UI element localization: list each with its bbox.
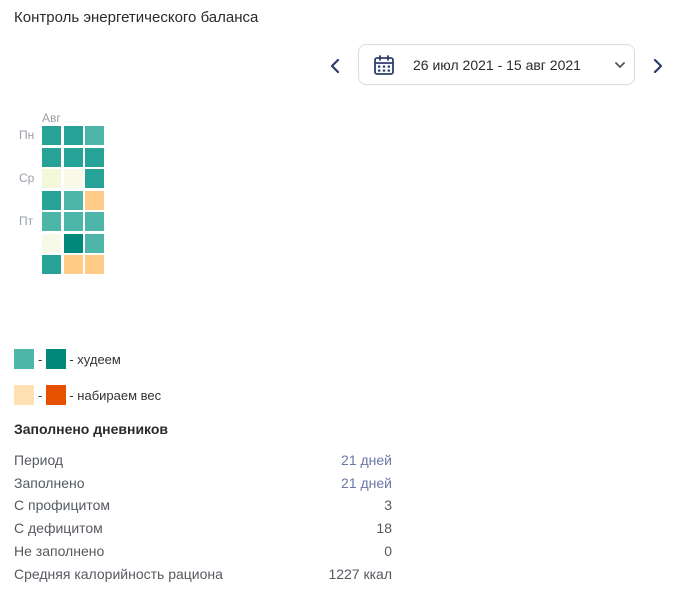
heatmap-cell[interactable] — [42, 212, 61, 231]
heatmap-cell[interactable] — [42, 233, 61, 253]
stats-row-value: 1227 ккал — [328, 565, 392, 582]
heatmap-cell[interactable] — [85, 255, 104, 274]
legend-lose-to-swatch — [46, 349, 67, 369]
stats-row-label: Период — [14, 452, 64, 468]
stats-title: Заполнено дневников — [14, 421, 169, 437]
legend-lose-label: - худеем — [69, 351, 121, 367]
stats-row: Заполнено 21 дней — [14, 475, 392, 495]
legend-gain-label: - набираем вес — [69, 387, 162, 403]
stats-row-label: Средняя калорийность рациона — [14, 565, 223, 582]
stats-row: Не заполнено 0 — [14, 543, 392, 563]
date-range-label: 26 июл 2021 - 15 авг 2021 — [413, 56, 581, 73]
heatmap-cell[interactable] — [85, 126, 104, 145]
legend-gain-from-swatch — [14, 385, 34, 405]
heatmap-cell[interactable] — [63, 147, 83, 167]
legend-separator: - — [38, 387, 43, 403]
stats-row-value: 0 — [384, 542, 392, 559]
calendar-icon — [374, 54, 394, 75]
heatmap-cell[interactable] — [63, 126, 83, 145]
legend-lose-from-swatch — [14, 349, 34, 369]
legend-separator: - — [38, 351, 43, 367]
heatmap-cell[interactable] — [42, 255, 61, 274]
legend-gain-to-swatch — [46, 385, 67, 405]
heatmap-cell[interactable] — [42, 169, 61, 188]
chevron-left-icon — [330, 59, 340, 73]
stats-row-value: 21 дней — [341, 452, 392, 468]
heatmap-cell[interactable] — [63, 255, 83, 274]
legend-gain: - - набираем вес — [14, 385, 161, 405]
stats-row-label: Заполнено — [14, 474, 85, 491]
prev-period-button[interactable] — [327, 56, 343, 76]
stats-row-label: С дефицитом — [14, 520, 103, 537]
stats-row-value: 21 дней — [341, 474, 392, 491]
heatmap-cell[interactable] — [63, 169, 83, 188]
stats-row: С дефицитом 18 — [14, 520, 392, 540]
page-title: Контроль энергетического баланса — [14, 9, 259, 26]
date-range-picker[interactable]: 26 июл 2021 - 15 авг 2021 — [358, 44, 635, 85]
heatmap-month-label: Авг — [42, 111, 61, 125]
heatmap-cell[interactable] — [85, 169, 104, 188]
heatmap-cell[interactable] — [85, 190, 104, 210]
stats-row: Средняя калорийность рациона 1227 ккал — [14, 566, 392, 586]
heatmap-cell[interactable] — [42, 147, 61, 167]
stats-row: С профицитом 3 — [14, 497, 392, 517]
stats-row: Период 21 дней — [14, 452, 392, 472]
heatmap-cell[interactable] — [63, 190, 83, 210]
heatmap-cell[interactable] — [85, 147, 104, 167]
chevron-right-icon — [653, 59, 663, 73]
legend-lose: - - худеем — [14, 349, 121, 369]
stats-row-value: 18 — [376, 520, 392, 537]
stats-row-value: 3 — [384, 497, 392, 514]
heatmap-day-label: Ср — [19, 171, 35, 185]
stats-row-label: Не заполнено — [14, 542, 105, 559]
heatmap-cell[interactable] — [63, 233, 83, 253]
heatmap-cell[interactable] — [85, 233, 104, 253]
heatmap-day-label: Пн — [19, 128, 35, 142]
heatmap-cell[interactable] — [85, 212, 104, 231]
heatmap-cell[interactable] — [42, 126, 61, 145]
chevron-down-icon — [615, 62, 625, 68]
next-period-button[interactable] — [650, 56, 666, 76]
heatmap-cell[interactable] — [42, 190, 61, 210]
heatmap-day-label: Пт — [19, 214, 34, 228]
stats-row-label: С профицитом — [14, 497, 110, 514]
heatmap-cell[interactable] — [63, 212, 83, 231]
